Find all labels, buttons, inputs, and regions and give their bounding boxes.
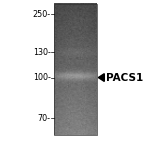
- Polygon shape: [98, 74, 104, 81]
- Text: 130-: 130-: [33, 48, 51, 57]
- Bar: [54, 4, 97, 135]
- Text: 100-: 100-: [33, 73, 51, 82]
- Text: 250-: 250-: [32, 10, 51, 19]
- Text: PACS1: PACS1: [106, 73, 143, 82]
- Text: 70-: 70-: [38, 114, 51, 123]
